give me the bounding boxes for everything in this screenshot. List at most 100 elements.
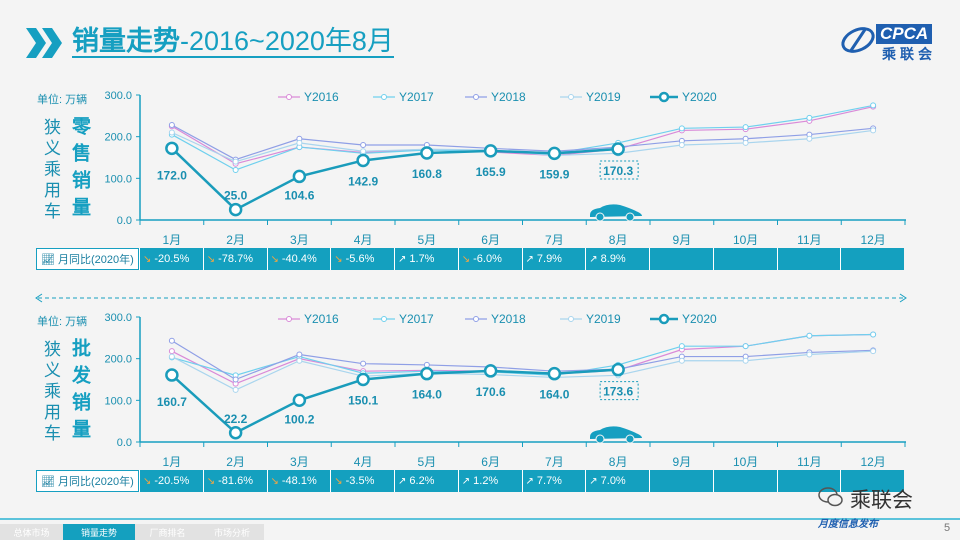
- yoy-cell: ↘ -78.7%: [202, 248, 267, 270]
- data-point: [806, 114, 813, 121]
- tab-sales-trend[interactable]: 销量走势: [63, 524, 135, 540]
- line-chart: 0.0 100.0 200.0 300.0 1月 2月 3月 4月 5月 6月 7月 8月 9月 10月 1…: [104, 312, 906, 469]
- yoy-cell: ↗ 7.9%: [521, 248, 586, 270]
- data-label: 170.6: [476, 385, 506, 399]
- legend-marker: [568, 316, 574, 322]
- legend-marker: [286, 316, 292, 322]
- data-point: [742, 343, 749, 350]
- yoy-cell: [776, 470, 841, 492]
- x-tick-label: 6月: [481, 233, 500, 247]
- yoy-cell: ↗ 1.2%: [457, 470, 522, 492]
- data-point: [806, 135, 813, 142]
- series-line-y2019: [171, 350, 874, 391]
- series-line-y2017: [171, 333, 874, 376]
- yoy-cell: ↗ 1.7%: [394, 248, 458, 270]
- legend-label: Y2020: [682, 90, 717, 104]
- data-point: [870, 102, 877, 109]
- yoy-cell: ↘ -48.1%: [266, 470, 331, 492]
- data-label: 22.2: [224, 412, 248, 426]
- data-label: 25.0: [224, 189, 248, 203]
- data-label: 164.0: [539, 388, 569, 402]
- page-number: 5: [944, 522, 951, 534]
- side-label: 狭义乘用车: [41, 340, 60, 445]
- x-tick-label: 1月: [163, 233, 182, 247]
- yoy-cell: ↘ -20.5%: [139, 470, 203, 492]
- data-point: [360, 142, 367, 148]
- data-point: [232, 386, 239, 393]
- legend-marker: [473, 94, 479, 100]
- yoy-label: 📈︎ 月同比(2020年): [36, 248, 139, 270]
- data-label: 164.0: [412, 388, 442, 402]
- yoy-cell: ↘ -3.5%: [330, 470, 394, 492]
- yoy-row: 📈︎ 月同比(2020年) ↘ -20.5% ↘ -81.6% ↘ -48.1% ↘ -3.5%…: [36, 470, 904, 492]
- yoy-cell: ↘ -20.5%: [139, 248, 203, 270]
- data-label: 104.6: [284, 188, 314, 202]
- tab-market-analysis[interactable]: 市场分析: [200, 524, 264, 540]
- series-line-y2020: [171, 368, 619, 435]
- wechat-sub: 月度信息发布: [818, 519, 878, 530]
- data-point: [420, 146, 434, 160]
- data-point: [547, 366, 562, 381]
- legend-marker: [658, 91, 670, 103]
- legend-marker: [658, 313, 670, 325]
- x-tick-label: 8月: [609, 455, 628, 469]
- yoy-cell: [649, 470, 713, 492]
- trend-up-icon: ↗: [398, 253, 407, 265]
- trend-down-icon: ↘: [143, 475, 152, 487]
- x-tick-label: 10月: [733, 233, 758, 247]
- data-point: [611, 362, 625, 377]
- data-point: [228, 426, 243, 440]
- data-label: 173.6: [603, 385, 633, 399]
- data-point: [483, 364, 498, 378]
- trend-up-icon: ↗: [525, 253, 534, 265]
- trend-down-icon: ↘: [270, 253, 279, 265]
- x-tick-label: 9月: [673, 233, 692, 247]
- x-tick-label: 2月: [226, 455, 245, 469]
- data-point: [742, 139, 749, 146]
- tab-overall-market[interactable]: 总体市场: [0, 524, 63, 540]
- page-title: 销量走势-2016~2020年8月: [72, 26, 394, 58]
- data-point: [678, 142, 685, 148]
- unit-label: 单位: 万辆: [37, 94, 88, 106]
- trend-up-icon: ↗: [525, 475, 534, 487]
- data-point: [292, 393, 307, 407]
- series-line-y2016: [171, 106, 874, 165]
- legend-label: Y2017: [399, 312, 434, 326]
- data-point: [296, 357, 303, 364]
- series-line-y2020: [171, 147, 619, 212]
- y-tick-label: 100.0: [104, 173, 132, 185]
- x-tick-label: 11月: [797, 233, 821, 247]
- legend-marker: [286, 94, 292, 100]
- legend-label: Y2016: [304, 312, 339, 326]
- legend-label: Y2016: [304, 90, 339, 104]
- x-tick-label: 2月: [226, 233, 245, 247]
- trend-up-icon: ↗: [589, 253, 598, 265]
- cpca-logo: CPCA 乘联会: [838, 22, 944, 62]
- trend-down-icon: ↘: [334, 253, 343, 265]
- data-point: [547, 146, 562, 161]
- yoy-cell: ↘ -81.6%: [202, 470, 267, 492]
- data-point: [678, 357, 685, 364]
- data-point: [678, 343, 685, 350]
- x-tick-label: 5月: [418, 233, 437, 247]
- yoy-cell: ↗ 7.0%: [585, 470, 649, 492]
- section-divider: [34, 290, 908, 308]
- data-label: 159.9: [539, 167, 569, 181]
- x-tick-label: 3月: [290, 233, 309, 247]
- data-point: [870, 348, 877, 355]
- y-tick-label: 200.0: [104, 132, 132, 144]
- footer-line: [0, 518, 960, 520]
- data-label: 150.1: [348, 393, 378, 407]
- legend-label: Y2018: [491, 312, 526, 326]
- x-tick-label: 11月: [797, 455, 821, 469]
- data-point: [296, 139, 303, 146]
- data-point: [168, 337, 175, 344]
- y-tick-label: 300.0: [104, 312, 132, 324]
- series-line-y2018: [171, 124, 874, 161]
- yoy-cell: ↗ 8.9%: [585, 248, 649, 270]
- x-tick-label: 1月: [163, 455, 182, 469]
- data-point: [420, 366, 434, 381]
- tab-maker-ranking[interactable]: 厂商排名: [135, 524, 200, 540]
- data-point: [806, 332, 813, 339]
- yoy-cell: [712, 248, 777, 270]
